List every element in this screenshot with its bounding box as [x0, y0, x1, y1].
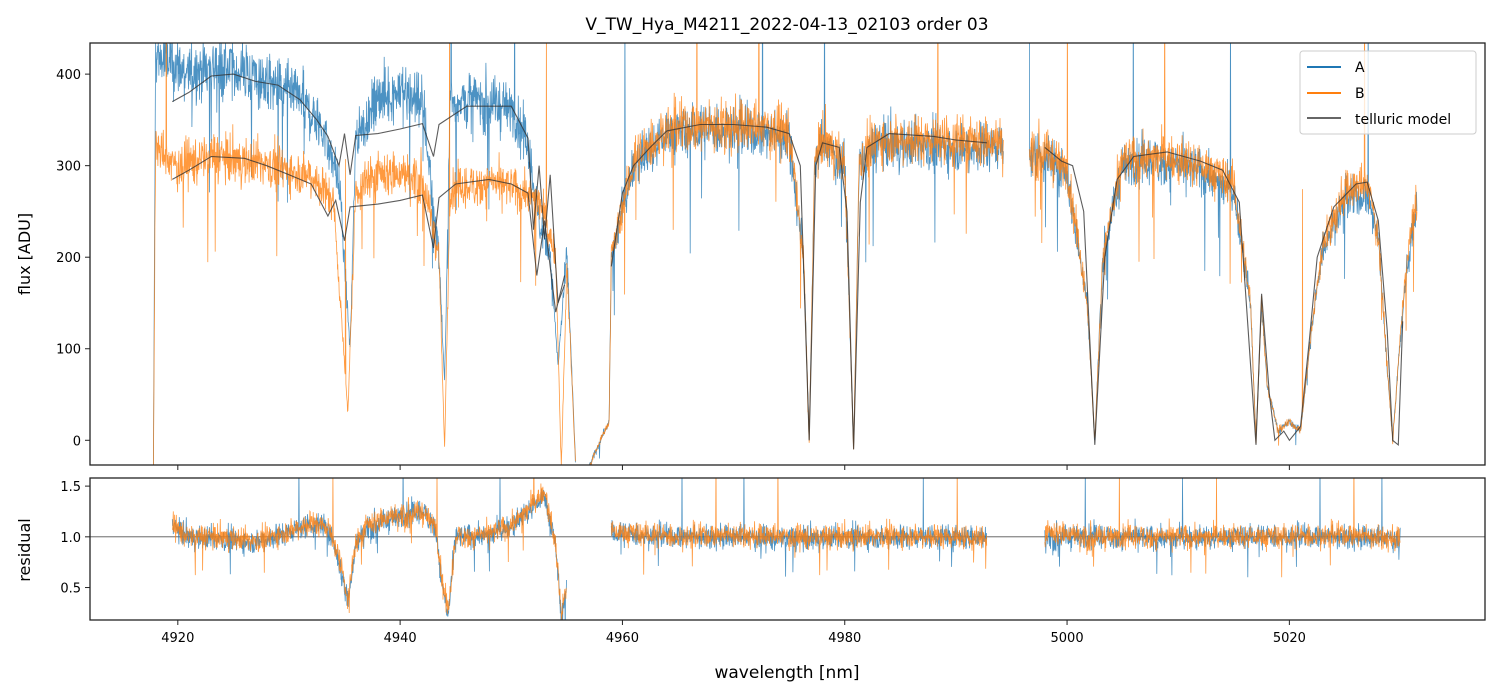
series-a-segment-0 [171, 478, 567, 620]
x-tick-label: 4980 [828, 631, 861, 646]
series-a-segment-1 [610, 478, 988, 577]
y-tick-label: 0.5 [60, 582, 81, 597]
x-tick-label: 5000 [1051, 631, 1084, 646]
y-axis-label-flux: flux [ADU] [15, 213, 34, 295]
legend-label-b: B [1355, 86, 1365, 102]
x-tick-label: 4920 [161, 631, 194, 646]
series-b-segment-0 [153, 43, 576, 465]
y-tick-label: 0 [73, 434, 81, 449]
y-tick-label: 100 [56, 343, 81, 358]
y-tick-label: 300 [56, 160, 81, 175]
y-tick-label: 1.5 [60, 480, 81, 495]
series-a-segment-1 [589, 43, 1004, 465]
legend: A B telluric model [1299, 50, 1477, 135]
flux-panel: 0 100 200 300 400 [56, 42, 1486, 470]
y-tick-label: 1.0 [60, 531, 81, 546]
series-b-segment-1 [610, 478, 988, 576]
y-tick-label: 200 [56, 251, 81, 266]
x-tick-label: 5020 [1273, 631, 1306, 646]
x-tick-label: 4940 [384, 631, 417, 646]
x-tick-label: 4960 [606, 631, 639, 646]
axes-frame [89, 42, 1486, 466]
series-telluric-model-segment-2 [610, 123, 988, 450]
y-tick-label: 400 [56, 68, 81, 83]
legend-label-a: A [1355, 60, 1365, 76]
x-axis-label: wavelength [nm] [714, 663, 859, 683]
y-axis-label-residual: residual [15, 518, 34, 581]
series-telluric-model-segment-1 [172, 155, 566, 313]
series-telluric-model-segment-3 [1044, 146, 1404, 447]
series-telluric-model-segment-0 [172, 73, 566, 304]
axes-frame [89, 477, 1486, 621]
series-a-segment-0 [153, 43, 576, 465]
legend-label-telluric: telluric model [1355, 112, 1451, 128]
chart-title: V_TW_Hya_M4211_2022-04-13_02103 order 03 [585, 15, 988, 35]
series-b-segment-2 [1044, 478, 1401, 578]
series-a-segment-2 [1044, 478, 1401, 578]
residual-panel: 0.5 1.0 1.5 4920 4940 4960 4980 5000 5020 [60, 477, 1486, 646]
series-b-segment-1 [589, 43, 1004, 465]
series-b-segment-0 [171, 478, 567, 620]
